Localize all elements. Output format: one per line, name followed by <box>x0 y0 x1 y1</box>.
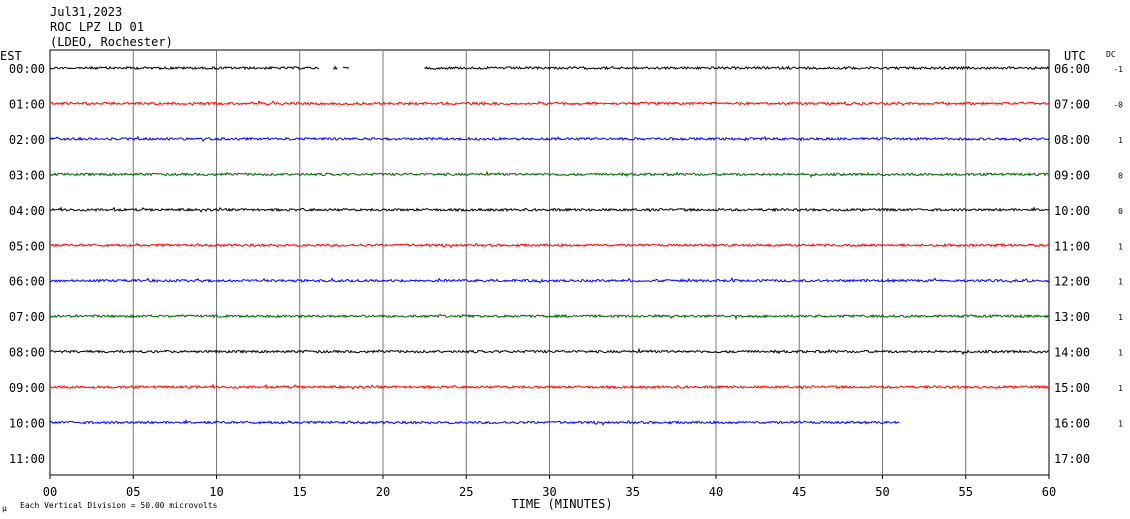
left-timezone-label: EST <box>0 49 22 63</box>
dc-column-label: DC <box>1106 50 1116 59</box>
utc-hour-label: 09:00 <box>1054 168 1090 182</box>
station-code: ROC LPZ LD 01 <box>50 20 144 34</box>
utc-hour-label: 07:00 <box>1054 97 1090 111</box>
x-tick-label: 00 <box>43 485 57 499</box>
dc-offset-label: 0 <box>1118 207 1123 216</box>
est-hour-label: 05:00 <box>9 239 45 253</box>
dc-offset-label: 0 <box>1118 171 1123 180</box>
seismic-trace <box>49 65 320 71</box>
utc-hour-label: 15:00 <box>1054 381 1090 395</box>
dc-offset-label: 1 <box>1118 278 1123 287</box>
seismic-trace <box>342 66 350 69</box>
x-tick-label: 30 <box>542 485 556 499</box>
est-hour-label: 03:00 <box>9 168 45 182</box>
seismic-trace <box>424 65 1050 71</box>
est-hour-label: 08:00 <box>9 346 45 360</box>
x-tick-label: 10 <box>209 485 223 499</box>
utc-hour-label: 14:00 <box>1054 346 1090 360</box>
seismic-trace <box>49 206 1050 213</box>
utc-hour-label: 17:00 <box>1054 452 1090 466</box>
x-tick-label: 55 <box>959 485 973 499</box>
dc-offset-label: -1 <box>1113 65 1123 74</box>
utc-hour-label: 13:00 <box>1054 310 1090 324</box>
x-tick-label: 20 <box>376 485 390 499</box>
est-hour-label: 04:00 <box>9 204 45 218</box>
seismic-trace <box>49 383 1050 390</box>
est-hour-label: 09:00 <box>9 381 45 395</box>
est-hour-label: 01:00 <box>9 97 45 111</box>
x-axis-title: TIME (MINUTES) <box>511 497 612 511</box>
x-tick-label: 60 <box>1042 485 1056 499</box>
dc-offset-label: 1 <box>1118 349 1123 358</box>
microvolt-symbol: µ <box>2 504 7 513</box>
dc-offset-label: 1 <box>1118 136 1123 145</box>
utc-hour-label: 08:00 <box>1054 133 1090 147</box>
utc-hour-label: 12:00 <box>1054 275 1090 289</box>
dc-offset-label: -0 <box>1113 100 1123 109</box>
seismic-trace <box>49 418 900 426</box>
trace-group <box>49 65 1050 426</box>
x-tick-label: 25 <box>459 485 473 499</box>
seismic-trace <box>49 347 1050 356</box>
dc-offset-labels: -1 -0 1 0 0 1 1 1 1 1 1 <box>1113 65 1123 429</box>
utc-hour-label: 16:00 <box>1054 417 1090 431</box>
seismic-trace <box>49 170 1050 179</box>
seismic-trace <box>333 65 338 71</box>
x-tick-label: 15 <box>293 485 307 499</box>
utc-hour-label: 11:00 <box>1054 239 1090 253</box>
est-hour-label: 11:00 <box>9 452 45 466</box>
est-hour-label: 07:00 <box>9 310 45 324</box>
scale-note: Each Vertical Division = 50.00 microvolt… <box>20 501 218 510</box>
x-tick-label: 40 <box>709 485 723 499</box>
seismic-trace <box>49 135 1050 143</box>
seismic-trace <box>49 276 1050 284</box>
x-axis-ticks: 00 05 10 15 20 25 30 35 40 45 50 55 60 <box>43 475 1056 499</box>
x-tick-label: 05 <box>126 485 140 499</box>
est-hour-label: 10:00 <box>9 417 45 431</box>
dc-offset-label: 1 <box>1118 420 1123 429</box>
x-tick-label: 45 <box>792 485 806 499</box>
x-tick-label: 35 <box>626 485 640 499</box>
dc-offset-label: 1 <box>1118 384 1123 393</box>
gridlines <box>132 50 967 475</box>
right-timezone-label: UTC <box>1064 49 1086 63</box>
dc-offset-label: 1 <box>1118 242 1123 251</box>
est-hour-labels: 00:00 01:00 02:00 03:00 04:00 05:00 06:00 07:00… <box>9 62 45 466</box>
utc-hour-labels: 06:00 07:00 08:00 09:00 10:00 11:00 12:00 13:00… <box>1054 62 1090 466</box>
seismic-trace <box>49 242 1050 249</box>
est-hour-label: 02:00 <box>9 133 45 147</box>
x-tick-label: 50 <box>875 485 889 499</box>
network-name: (LDEO, Rochester) <box>50 35 173 49</box>
seismic-trace <box>49 100 1050 107</box>
seismic-trace <box>49 313 1050 321</box>
utc-hour-label: 10:00 <box>1054 204 1090 218</box>
est-hour-label: 00:00 <box>9 62 45 76</box>
dc-offset-label: 1 <box>1118 313 1123 322</box>
est-hour-label: 06:00 <box>9 275 45 289</box>
record-date: Jul31,2023 <box>50 5 122 19</box>
utc-hour-label: 06:00 <box>1054 62 1090 76</box>
